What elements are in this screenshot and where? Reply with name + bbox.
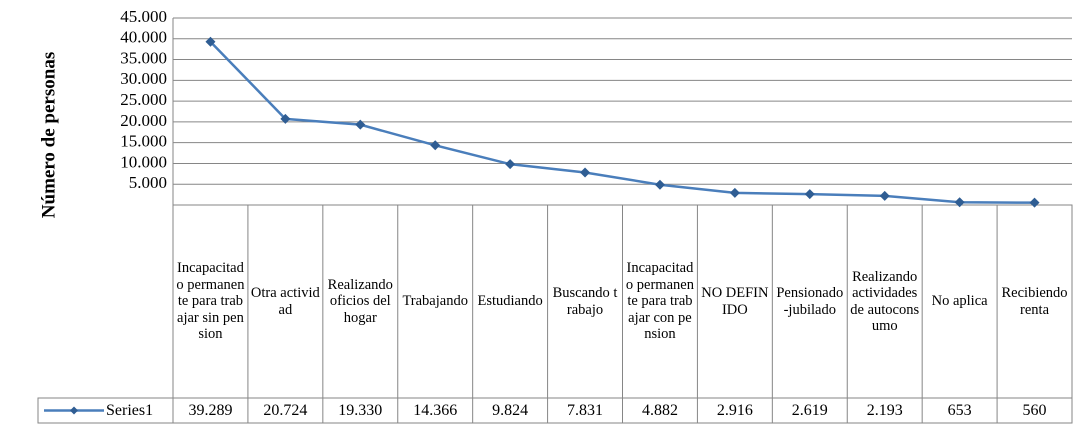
y-axis-title: Número de personas xyxy=(38,52,59,218)
category-cell: NO DEFINIDO xyxy=(701,285,769,318)
x-tick-label: Realizando oficios del hogar xyxy=(327,276,393,326)
data-label: 653 xyxy=(948,402,972,419)
data-label: 20.724 xyxy=(263,402,307,419)
data-label: 2.193 xyxy=(867,402,903,419)
y-tick-label: 20.000 xyxy=(120,111,167,130)
x-tick-label: Estudiando xyxy=(477,293,543,310)
y-tick-label: 5.000 xyxy=(129,173,167,192)
category-cell: Trabajando xyxy=(402,293,468,310)
category-cell: Estudiando xyxy=(477,293,543,310)
category-cell: No aplica xyxy=(931,293,988,310)
legend-label: Series1 xyxy=(106,402,153,419)
data-label: 2.916 xyxy=(717,402,753,419)
legend-cell xyxy=(37,397,174,424)
y-tick-label: 40.000 xyxy=(120,28,167,47)
marker xyxy=(355,119,366,130)
category-cell: Realizando actividades de autoconsumo xyxy=(850,268,920,335)
data-label: 4.882 xyxy=(642,402,678,419)
x-tick-label: NO DEFINIDO xyxy=(701,285,769,318)
data-label: 19.330 xyxy=(338,402,382,419)
x-tick-label: Trabajando xyxy=(402,293,468,310)
x-tick-label: Realizando actividades de autoconsumo xyxy=(850,268,920,335)
marker xyxy=(804,189,815,200)
x-tick-label: Pensionado-jubilado xyxy=(776,285,844,318)
data-label: 39.289 xyxy=(188,402,232,419)
data-label: 560 xyxy=(1023,402,1047,419)
y-tick-label: 10.000 xyxy=(120,152,167,171)
data-label: 7.831 xyxy=(567,402,603,419)
y-tick-label: 30.000 xyxy=(120,69,167,88)
category-cell: Incapacitado permanente para trabajar co… xyxy=(625,260,694,343)
y-tick-label: 45.000 xyxy=(120,7,167,26)
marker xyxy=(280,113,291,124)
legend-marker xyxy=(70,406,78,415)
marker xyxy=(729,187,740,198)
category-cell: Buscando trabajo xyxy=(552,285,618,318)
marker xyxy=(954,197,965,208)
marker xyxy=(430,140,441,151)
data-label: 14.366 xyxy=(413,402,457,419)
category-cell: Recibiendo renta xyxy=(1001,285,1068,318)
series-line xyxy=(209,40,1035,204)
marker xyxy=(505,159,516,170)
marker xyxy=(654,179,665,190)
x-tick-label: Incapacitado permanente para trabajar co… xyxy=(625,260,694,343)
data-label: 2.619 xyxy=(792,402,828,419)
y-tick-label: 25.000 xyxy=(120,90,167,109)
data-label: 9.824 xyxy=(492,402,528,419)
marker xyxy=(879,190,890,201)
marker xyxy=(580,167,591,178)
x-tick-label: No aplica xyxy=(931,293,988,310)
y-tick-label: 35.000 xyxy=(120,48,167,67)
x-tick-label: Otra actividad xyxy=(250,285,320,318)
marker xyxy=(1029,197,1040,208)
category-cell: Realizando oficios del hogar xyxy=(327,276,393,326)
category-cell: Otra actividad xyxy=(250,285,320,318)
x-tick-label: Buscando trabajo xyxy=(552,285,618,318)
category-cell: Pensionado-jubilado xyxy=(776,285,844,318)
y-tick-label: 15.000 xyxy=(120,132,167,151)
marker xyxy=(205,36,216,47)
category-cell: Incapacitado permanente para trabajar si… xyxy=(176,260,245,343)
x-tick-label: Recibiendo renta xyxy=(1001,285,1068,318)
x-tick-label: Incapacitado permanente para trabajar si… xyxy=(176,260,245,343)
